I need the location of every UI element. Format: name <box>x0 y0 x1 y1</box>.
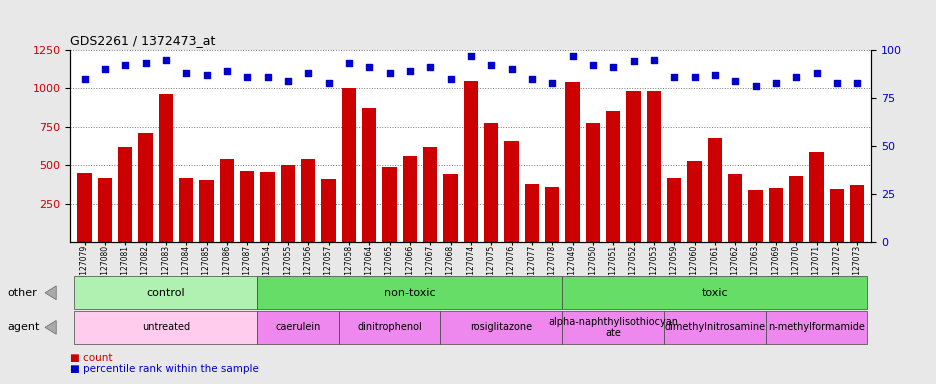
Point <box>849 79 864 86</box>
Bar <box>402 156 417 242</box>
Bar <box>382 167 396 242</box>
Point <box>138 60 153 66</box>
Text: control: control <box>146 288 185 298</box>
Bar <box>361 108 376 242</box>
Point <box>280 78 295 84</box>
Point <box>240 74 255 80</box>
Text: agent: agent <box>7 322 40 333</box>
Point <box>828 79 843 86</box>
Point <box>727 78 742 84</box>
Bar <box>321 179 335 242</box>
Point <box>219 68 234 74</box>
Text: n-methylformamide: n-methylformamide <box>768 322 864 333</box>
Bar <box>564 82 579 242</box>
Bar <box>707 138 722 242</box>
Text: rosiglitazone: rosiglitazone <box>470 322 532 333</box>
Point <box>605 64 620 70</box>
Bar <box>666 178 680 242</box>
Bar <box>97 178 111 242</box>
Bar <box>199 180 213 242</box>
Bar <box>849 185 863 242</box>
Bar <box>626 91 640 242</box>
Point <box>625 58 640 65</box>
Point <box>341 60 356 66</box>
Bar <box>606 111 620 242</box>
Bar <box>687 161 701 242</box>
Bar <box>504 141 518 242</box>
Point <box>259 74 274 80</box>
Bar <box>281 165 295 242</box>
Point <box>158 56 173 63</box>
Text: dimethylnitrosamine: dimethylnitrosamine <box>664 322 765 333</box>
Text: ■ percentile rank within the sample: ■ percentile rank within the sample <box>70 364 259 374</box>
Text: ■ count: ■ count <box>70 353 112 363</box>
Point <box>321 79 336 86</box>
Bar <box>158 94 173 242</box>
Bar <box>545 187 559 242</box>
Bar <box>748 190 762 242</box>
Text: caerulein: caerulein <box>275 322 320 333</box>
Text: dinitrophenol: dinitrophenol <box>357 322 421 333</box>
Point <box>179 70 194 76</box>
Point <box>788 74 803 80</box>
Bar <box>768 188 782 242</box>
Point <box>707 72 722 78</box>
Point <box>524 76 539 82</box>
Point <box>585 62 600 68</box>
Bar <box>219 159 234 242</box>
Bar <box>484 123 498 242</box>
Point <box>443 76 458 82</box>
Point <box>382 70 397 76</box>
Point <box>97 66 112 72</box>
Point <box>77 76 92 82</box>
Point <box>300 70 315 76</box>
Bar <box>342 88 356 242</box>
Point <box>402 68 417 74</box>
Point <box>422 64 437 70</box>
Point <box>544 79 559 86</box>
Point <box>504 66 519 72</box>
Point <box>118 62 133 68</box>
Text: untreated: untreated <box>141 322 190 333</box>
Bar <box>423 147 437 242</box>
Bar <box>179 178 193 242</box>
Bar <box>727 174 741 242</box>
Point <box>768 79 782 86</box>
Bar <box>139 133 153 242</box>
Bar <box>809 152 823 242</box>
Bar <box>524 184 538 242</box>
Text: alpha-naphthylisothiocyan
ate: alpha-naphthylisothiocyan ate <box>548 316 678 338</box>
Bar <box>646 91 660 242</box>
Point <box>808 70 823 76</box>
Bar <box>585 123 599 242</box>
Point <box>666 74 681 80</box>
Bar <box>300 159 314 242</box>
Text: GDS2261 / 1372473_at: GDS2261 / 1372473_at <box>70 34 215 47</box>
Bar <box>829 189 843 242</box>
Bar <box>463 81 477 242</box>
Bar <box>260 172 274 242</box>
Bar <box>443 174 457 242</box>
Point <box>564 53 579 59</box>
Text: other: other <box>7 288 37 298</box>
Bar <box>240 171 254 242</box>
Point <box>361 64 376 70</box>
Text: toxic: toxic <box>701 288 727 298</box>
Point <box>646 56 661 63</box>
Text: non-toxic: non-toxic <box>384 288 435 298</box>
Bar <box>118 147 132 242</box>
Point <box>686 74 701 80</box>
Point <box>747 83 762 89</box>
Point <box>198 72 213 78</box>
Bar <box>78 173 92 242</box>
Point <box>462 53 477 59</box>
Bar <box>788 176 802 242</box>
Point <box>483 62 498 68</box>
